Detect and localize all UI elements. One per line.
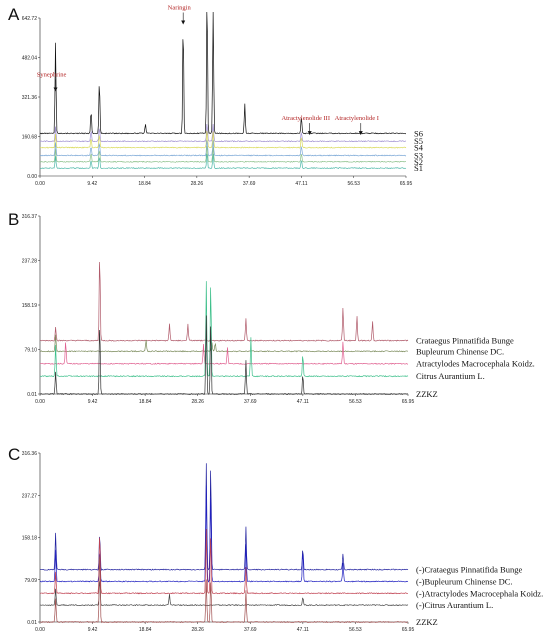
series-line-3: [39, 341, 409, 365]
y-tick-label: 0.01: [27, 620, 37, 626]
y-tick-label: 160.68: [22, 135, 38, 141]
series-label: (-)Crataegus Pinnatifida Bunge: [416, 565, 522, 575]
series-line-4: [40, 581, 409, 607]
y-tick-label: 237.27: [22, 493, 38, 499]
series-label: S1: [414, 163, 423, 173]
panel-letter: A: [8, 5, 20, 24]
x-tick-label: 37.69: [244, 399, 257, 405]
series-label: Citrus Aurantium L.: [416, 371, 485, 381]
series-label: S2: [414, 157, 423, 167]
series-label: S6: [414, 128, 423, 138]
series-line-1: [39, 11, 407, 135]
series-label: S5: [414, 136, 423, 146]
arrow-head-icon: [307, 131, 312, 136]
series-line-1: [39, 261, 409, 342]
y-tick-label: 79.09: [24, 578, 37, 584]
arrow-head-icon: [181, 20, 186, 25]
series-line-2: [39, 123, 407, 143]
x-tick-label: 28.26: [191, 627, 204, 633]
panel-letter: B: [8, 210, 19, 229]
peak-annotation: Atractylenolide III: [281, 115, 330, 122]
y-tick-label: 316.37: [22, 214, 38, 220]
series-label: (-)Bupleurum Chinense DC.: [416, 576, 513, 586]
x-tick-label: 28.26: [191, 181, 204, 187]
series-line-4: [39, 281, 409, 378]
x-tick-label: 28.26: [191, 399, 204, 405]
x-tick-label: 47.11: [297, 399, 309, 405]
x-tick-label: 0.00: [35, 627, 45, 633]
y-tick-label: 321.36: [22, 95, 38, 101]
series-line-3: [39, 130, 407, 149]
x-tick-label: 65.95: [400, 181, 413, 187]
panel-letter: C: [8, 445, 20, 464]
series-label: (-)Citrus Aurantium L.: [416, 600, 493, 610]
y-tick-label: 79.10: [24, 348, 37, 354]
y-tick-label: 237.28: [22, 259, 38, 265]
y-tick-label: 158.18: [22, 536, 38, 542]
x-tick-label: 18.84: [139, 399, 152, 405]
x-tick-label: 0.00: [35, 181, 45, 187]
series-line-5: [39, 145, 407, 163]
series-label: ZZKZ: [416, 617, 438, 627]
y-tick-label: 0.00: [27, 174, 37, 180]
x-tick-label: 37.69: [244, 627, 257, 633]
x-tick-label: 37.69: [243, 181, 256, 187]
peak-annotation: Naringin: [168, 4, 192, 11]
x-tick-label: 18.84: [138, 181, 151, 187]
series-label: S3: [414, 150, 423, 160]
y-tick-label: 482.04: [22, 56, 38, 62]
series-label: S4: [414, 143, 424, 153]
series-line-2: [39, 485, 409, 583]
x-tick-label: 0.00: [35, 399, 45, 405]
x-tick-label: 65.95: [402, 399, 415, 405]
x-tick-label: 56.53: [349, 399, 362, 405]
series-line-5: [39, 315, 409, 396]
x-tick-label: 47.11: [295, 181, 307, 187]
x-tick-label: 9.42: [88, 399, 98, 405]
panel-A: A 0.00 9.42 18.84 28.26 37.69 47.11 56.53 65.95 0…: [8, 4, 424, 187]
peak-annotation: Atractylenolide I: [335, 115, 379, 122]
x-tick-label: 56.53: [347, 181, 360, 187]
series-label: Bupleurum Chinense DC.: [416, 346, 504, 356]
series-label: Crataegus Pinnatifida Bunge: [416, 336, 514, 346]
series-line-3: [39, 528, 409, 595]
series-label: ZZKZ: [416, 389, 438, 399]
y-tick-label: 158.19: [22, 303, 38, 309]
y-tick-label: 0.01: [27, 392, 37, 398]
x-tick-label: 18.84: [139, 627, 152, 633]
series-line-1: [39, 463, 409, 571]
series-line-4: [39, 140, 407, 157]
panel-B: B 0.00 9.42 18.84 28.26 37.69 47.11 56.53 65.95 0…: [8, 210, 535, 405]
x-tick-label: 65.95: [402, 627, 415, 633]
series-line-2: [39, 334, 409, 353]
x-tick-label: 9.42: [87, 181, 97, 187]
peak-annotation: Synephrine: [37, 72, 67, 79]
series-label: (-)Atractylodes Macrocephala Koidz.: [416, 588, 543, 598]
series-label: Atractylodes Macrocephala Koidz.: [416, 359, 535, 369]
x-tick-label: 56.53: [349, 627, 362, 633]
y-tick-label: 642.72: [22, 16, 38, 22]
arrow-head-icon: [358, 131, 363, 136]
series-line-5: [39, 556, 409, 624]
x-tick-label: 9.42: [88, 627, 98, 633]
arrow-head-icon: [53, 87, 58, 92]
x-tick-label: 47.11: [297, 627, 309, 633]
panel-C: C 0.00 9.42 18.84 28.26 37.69 47.11 56.53 65.95 0…: [8, 445, 543, 633]
series-line-6: [39, 153, 407, 170]
y-tick-label: 316.36: [22, 451, 38, 457]
